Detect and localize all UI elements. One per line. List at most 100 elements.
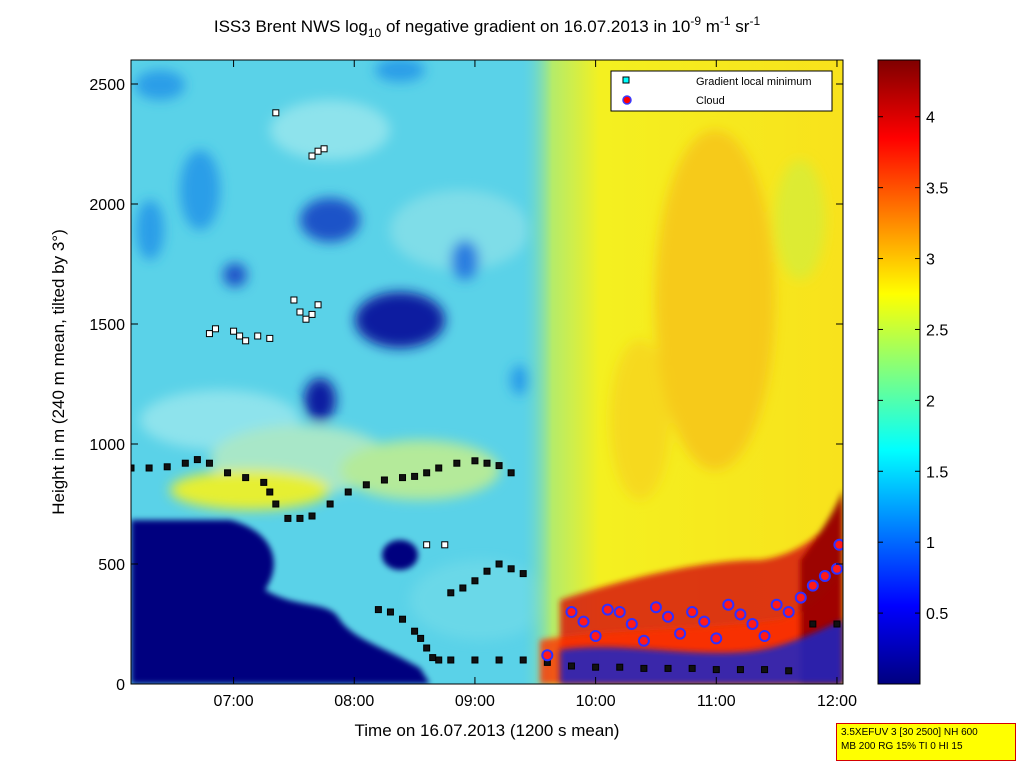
gradient-minimum-point [688,664,696,672]
gradient-minimum-point [308,310,316,318]
cloud-point [830,562,843,575]
cloud-point [698,615,711,628]
y-tick-label: 1000 [89,437,125,454]
x-tick-label: 10:00 [576,693,616,710]
gradient-minimum-point [423,541,431,549]
gradient-minimum-point [761,666,769,674]
data-markers [131,109,843,675]
gradient-minimum-point [266,334,274,342]
cloud-point [565,606,578,618]
gradient-minimum-point [664,664,672,672]
legend-label-cloud: Cloud [696,95,725,107]
gradient-minimum-point [453,459,461,467]
gradient-minimum-point [495,656,503,664]
x-axis: 07:00 08:00 09:00 10:00 11:00 12:00 [214,60,857,710]
y-tick-label: 2000 [89,197,125,214]
gradient-minimum-point [435,656,443,664]
gradient-minimum-point [230,327,238,335]
x-tick-label: 08:00 [334,693,374,710]
gradient-minimum-point [224,469,232,477]
gradient-minimum-point [272,500,280,508]
gradient-minimum-point [131,464,135,472]
gradient-minimum-point [495,462,503,470]
cloud-point [794,591,807,604]
gradient-minimum-point [423,644,431,652]
gradient-minimum-point [519,570,527,578]
gradient-minimum-point [429,654,437,662]
y-axis: 0 500 1000 1500 2000 2500 [89,77,843,694]
y-tick-label: 500 [98,557,125,574]
gradient-minimum-point [254,332,262,340]
gradient-minimum-point [736,666,744,674]
colorbar-tick-label: 1 [926,535,935,552]
cloud-point [818,570,831,582]
gradient-minimum-point [296,514,304,522]
cloud-point [637,634,650,647]
series-2 [447,560,527,597]
colorbar-tick-label: 1.5 [926,464,948,481]
gradient-minimum-point [308,152,316,160]
gradient-minimum-point [181,459,189,467]
gradient-minimum-point [145,464,153,472]
gradient-minimum-point [284,514,292,522]
gradient-minimum-point [362,481,370,489]
boundary-layer-core [610,130,825,500]
parameter-info-box: 3.5XEFUV 3 [30 2500] NH 600 MB 200 RG 15… [836,723,1016,761]
x-axis-label: Time on 16.07.2013 (1200 s mean) [355,721,620,740]
gradient-minimum-point [380,476,388,484]
cloud-point [782,606,795,618]
colorbar-ticks: 0.5 1 1.5 2 2.5 3 3.5 4 [878,110,948,623]
x-tick-label: 07:00 [214,693,254,710]
gradient-minimum-point [296,308,304,316]
x-tick-label: 12:00 [817,693,857,710]
gradient-minimum-point [272,109,280,117]
gradient-minimum-point [320,145,328,153]
gradient-minimum-point [163,463,171,471]
gradient-minimum-point [411,627,419,635]
gradient-minimum-point [507,565,515,573]
cloud-point [601,603,614,616]
gradient-minimum-point [314,301,322,309]
legend-marker-gradient-minimum [622,76,630,84]
gradient-minimum-point [205,459,213,467]
gradient-minimum-point [567,662,575,670]
gradient-minimum-point [290,296,298,304]
gradient-minimum-point [266,488,274,496]
gradient-minimum-point [344,488,352,496]
gradient-minimum-point [308,512,316,520]
gradient-minimum-point [399,615,407,623]
gradient-minimum-point [616,663,624,671]
series-0 [131,456,515,522]
chart-title: ISS3 Brent NWS log10 of negative gradien… [214,14,761,40]
gradient-minimum-point [399,474,407,482]
gradient-minimum-point [242,474,250,482]
gradient-minimum-point [447,589,455,597]
series-4 [541,538,843,662]
cloud-point [770,598,783,611]
heatmap-field [131,60,843,684]
y-axis-label: Height in m (240 m mean, tilted by 3°) [49,229,68,515]
gradient-minimum-point [314,147,322,155]
gradient-minimum-point [242,337,250,345]
cloud-point [686,606,699,618]
cloud-point [577,615,590,628]
x-tick-label: 11:00 [697,693,736,710]
gradient-minimum-point [374,606,382,614]
legend-marker-cloud [622,95,632,105]
gradient-minimum-point [495,560,503,568]
cloud-point [613,606,626,618]
gradient-minimum-point [712,666,720,674]
colorbar-tick-label: 3 [926,252,935,269]
gradient-minimum-point [260,478,268,486]
gradient-minimum-point [205,330,213,338]
gradient-minimum-point [435,464,443,472]
cloud-point [734,608,747,621]
gradient-minimum-point [483,459,491,467]
colorbar-tick-label: 2 [926,393,935,410]
gradient-minimum-point [423,469,431,477]
gradient-minimum-point [519,656,527,664]
colorbar-tick-label: 0.5 [926,606,948,623]
cloud-point [746,618,759,630]
gradient-minimum-point [193,456,201,464]
